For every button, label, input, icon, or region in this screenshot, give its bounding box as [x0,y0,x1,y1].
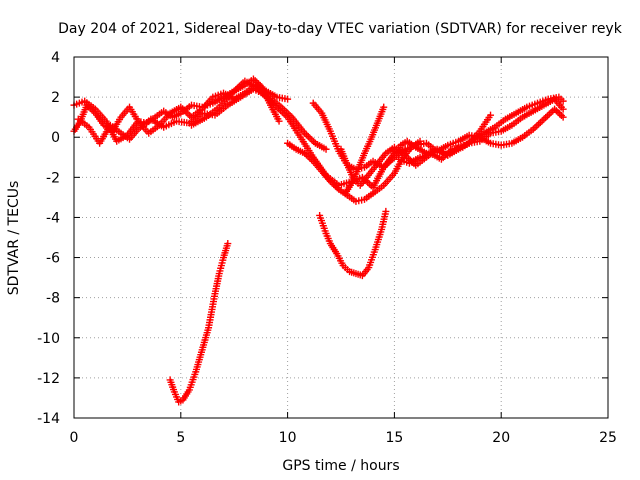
y-tick-label: -10 [37,331,60,347]
data-point [559,105,567,113]
y-tick-label: -12 [37,371,60,387]
series-track-7 [316,207,390,280]
data-point [341,189,349,197]
x-tick-label: 20 [492,430,510,446]
series-track-12 [166,240,232,406]
data-point [559,97,567,105]
x-tick-label: 10 [279,430,297,446]
data-point [557,112,565,120]
data-point [284,95,292,103]
axis-ticks [73,56,609,419]
data-point [556,110,564,118]
x-tick-label: 25 [599,430,617,446]
x-tick-label: 0 [70,430,79,446]
data-point [487,111,495,119]
y-tick-label: -6 [46,251,60,267]
data-point [224,240,232,248]
data-point [552,107,560,115]
y-tick-label: 4 [51,50,60,66]
series-track-9 [341,103,388,197]
y-tick-label: 0 [51,130,60,146]
chart-title: Day 204 of 2021, Sidereal Day-to-day VTE… [58,21,623,37]
series-track-10 [390,105,567,157]
x-tick-label: 15 [385,430,403,446]
plot-frame [73,56,609,419]
data-point [554,108,562,116]
y-axis-title: SDTVAR / TECUs [6,181,22,296]
y-tick-label: -8 [46,291,60,307]
x-axis-title: GPS time / hours [282,458,399,474]
y-tick-label: -4 [46,210,60,226]
data-point [322,145,330,153]
data-marks [70,75,567,406]
y-tick-label: -14 [37,411,60,427]
series-track-11 [395,93,567,167]
y-tick-label: 2 [51,90,60,106]
grid [74,57,608,418]
data-point [275,117,283,125]
data-point [382,207,390,215]
data-point [559,113,567,121]
y-tick-label: -2 [46,170,60,186]
x-tick-label: 5 [176,430,185,446]
